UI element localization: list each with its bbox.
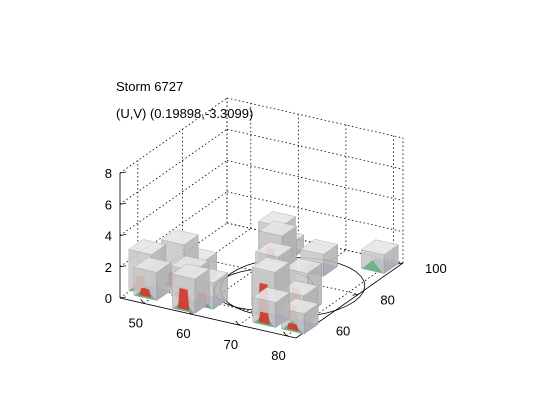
- y-tick-label: 60: [336, 324, 350, 339]
- storm-cell-top: [280, 298, 320, 315]
- storm-cell-mid-band: [362, 260, 383, 274]
- storm-cell-top: [283, 258, 323, 274]
- storm-cell-core: [139, 287, 151, 298]
- z-tick-mark: [119, 234, 127, 236]
- storm-cell-top: [133, 256, 172, 273]
- storm-cell-top: [258, 220, 298, 237]
- storm-cell-core: [287, 322, 299, 332]
- storm-cell-top: [280, 280, 319, 297]
- axes-grid: [119, 97, 404, 339]
- storm-cell-top: [251, 256, 290, 273]
- grid-line-back-wall: [226, 191, 404, 233]
- x-tick-label: 60: [176, 326, 190, 341]
- tick-labels: 0 2 4 6 8 50 60 70 80 60 80 100: [105, 166, 447, 363]
- chart-subtitle: (U,V) (0.19898,-3.3099): [116, 106, 254, 121]
- grid-line-floor: [286, 260, 394, 337]
- x-tick-label: 80: [271, 348, 285, 363]
- x-tick-mark: [283, 331, 287, 337]
- chart-title: Storm 6727: [116, 79, 184, 94]
- grid-line-side-wall: [119, 191, 228, 268]
- z-tick-mark: [119, 265, 127, 268]
- grid-line-side-wall: [119, 160, 228, 236]
- y-tick-label: 100: [425, 261, 447, 276]
- z-tick-label: 6: [105, 197, 112, 212]
- z-tick-label: 2: [105, 260, 112, 275]
- z-tick-mark: [119, 296, 127, 299]
- x-tick-label: 50: [129, 315, 143, 330]
- storm-cell-core: [258, 311, 270, 325]
- y-tick-mark: [352, 293, 359, 296]
- x-tick-label: 70: [224, 337, 238, 352]
- z-tick-label: 8: [105, 166, 112, 181]
- x-tick-mark: [140, 299, 145, 304]
- grid-line-side-wall: [119, 97, 228, 174]
- z-tick-label: 4: [105, 229, 112, 244]
- storm-cell-top: [300, 239, 339, 255]
- storm-cell-top: [252, 287, 291, 303]
- z-tick-mark: [119, 202, 127, 205]
- storm-cell-top: [128, 239, 167, 255]
- storm-cells: [128, 211, 399, 335]
- grid-line-back-wall: [226, 128, 404, 170]
- storm-cell-top: [171, 263, 210, 280]
- x-axis-line: [119, 297, 297, 339]
- z-tick-label: 0: [105, 291, 112, 306]
- y-tick-label: 80: [380, 292, 394, 307]
- x-tick-mark: [235, 320, 240, 326]
- storm-cell-top: [254, 241, 294, 258]
- grid-line-back-wall: [226, 97, 404, 139]
- z-tick-mark: [119, 171, 127, 174]
- grid-line-back-wall: [226, 160, 404, 201]
- storm-cell-top: [160, 229, 199, 246]
- storm-cell-core: [177, 288, 190, 311]
- storm-cell-top: [360, 239, 399, 256]
- grid-line-side-wall: [119, 128, 228, 205]
